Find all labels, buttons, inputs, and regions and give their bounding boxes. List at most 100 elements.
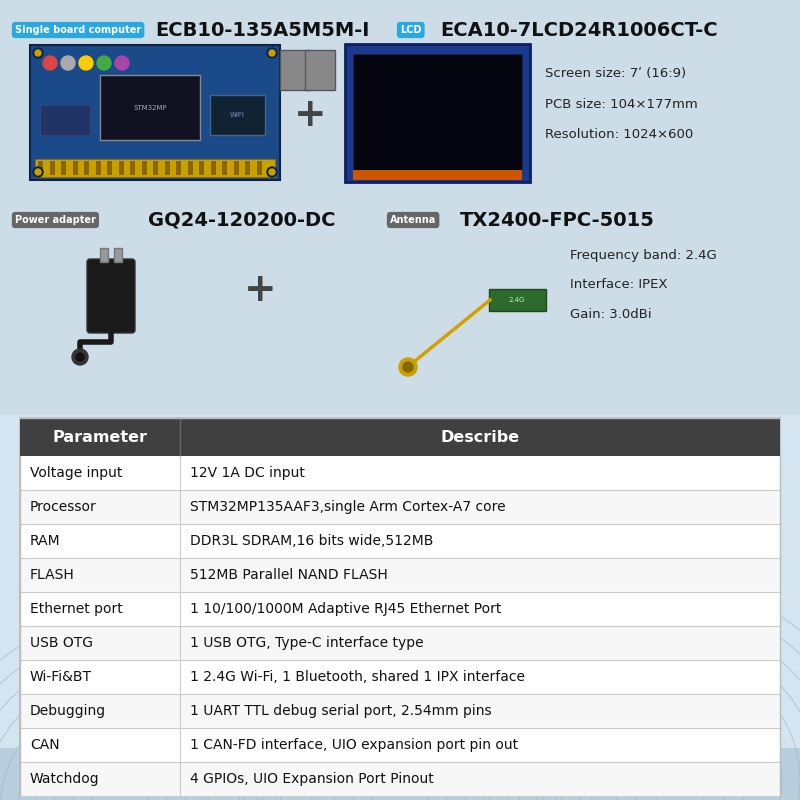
FancyBboxPatch shape xyxy=(20,626,780,660)
Text: Frequency band: 2.4G: Frequency band: 2.4G xyxy=(570,249,717,262)
Text: CAN: CAN xyxy=(30,738,60,752)
Circle shape xyxy=(267,167,277,177)
FancyBboxPatch shape xyxy=(20,694,780,728)
FancyBboxPatch shape xyxy=(20,524,780,558)
Text: 1 USB OTG, Type-C interface type: 1 USB OTG, Type-C interface type xyxy=(190,636,424,650)
Text: LCD: LCD xyxy=(400,25,422,35)
FancyBboxPatch shape xyxy=(20,418,780,796)
Text: USB OTG: USB OTG xyxy=(30,636,93,650)
FancyBboxPatch shape xyxy=(61,161,66,175)
FancyBboxPatch shape xyxy=(210,95,265,135)
Text: Single board computer: Single board computer xyxy=(15,25,142,35)
Text: 1 10/100/1000M Adaptive RJ45 Ethernet Port: 1 10/100/1000M Adaptive RJ45 Ethernet Po… xyxy=(190,602,502,616)
FancyBboxPatch shape xyxy=(38,161,43,175)
FancyBboxPatch shape xyxy=(305,50,335,90)
Text: STM32MP135AAF3,single Arm Cortex-A7 core: STM32MP135AAF3,single Arm Cortex-A7 core xyxy=(190,500,506,514)
FancyBboxPatch shape xyxy=(114,248,122,262)
Circle shape xyxy=(43,56,57,70)
Text: RAM: RAM xyxy=(30,534,61,548)
FancyBboxPatch shape xyxy=(199,161,204,175)
FancyBboxPatch shape xyxy=(107,161,112,175)
Text: 2.4G: 2.4G xyxy=(509,297,525,303)
FancyBboxPatch shape xyxy=(73,161,78,175)
FancyBboxPatch shape xyxy=(20,592,780,626)
FancyBboxPatch shape xyxy=(130,161,135,175)
Text: Screen size: 7ʹ (16:9): Screen size: 7ʹ (16:9) xyxy=(545,67,686,81)
Text: 1 UART TTL debug serial port, 2.54mm pins: 1 UART TTL debug serial port, 2.54mm pin… xyxy=(190,704,492,718)
Text: GQ24-120200-DC: GQ24-120200-DC xyxy=(148,210,335,230)
Text: Watchdog: Watchdog xyxy=(30,772,100,786)
Circle shape xyxy=(33,48,43,58)
Circle shape xyxy=(97,56,111,70)
FancyBboxPatch shape xyxy=(353,54,522,170)
Circle shape xyxy=(269,50,275,56)
Circle shape xyxy=(35,50,41,56)
Text: 1 2.4G Wi-Fi, 1 Bluetooth, shared 1 IPX interface: 1 2.4G Wi-Fi, 1 Bluetooth, shared 1 IPX … xyxy=(190,670,525,684)
FancyBboxPatch shape xyxy=(35,159,275,177)
FancyBboxPatch shape xyxy=(20,418,780,456)
FancyBboxPatch shape xyxy=(118,161,123,175)
Text: Ethernet port: Ethernet port xyxy=(30,602,122,616)
Circle shape xyxy=(79,56,93,70)
Text: PCB size: 104×177mm: PCB size: 104×177mm xyxy=(545,98,698,110)
FancyBboxPatch shape xyxy=(50,161,54,175)
Text: TX2400-FPC-5015: TX2400-FPC-5015 xyxy=(460,210,655,230)
FancyBboxPatch shape xyxy=(30,45,280,180)
Circle shape xyxy=(403,362,413,372)
Text: Antenna: Antenna xyxy=(390,215,436,225)
FancyBboxPatch shape xyxy=(489,289,546,311)
FancyBboxPatch shape xyxy=(176,161,181,175)
Text: +: + xyxy=(244,271,276,309)
FancyBboxPatch shape xyxy=(95,161,101,175)
FancyBboxPatch shape xyxy=(87,259,135,333)
FancyBboxPatch shape xyxy=(234,161,238,175)
Text: Gain: 3.0dBi: Gain: 3.0dBi xyxy=(570,309,652,322)
Circle shape xyxy=(35,169,41,175)
Text: Voltage input: Voltage input xyxy=(30,466,122,480)
Text: Wi-Fi&BT: Wi-Fi&BT xyxy=(30,670,92,684)
FancyBboxPatch shape xyxy=(20,490,780,524)
Text: Describe: Describe xyxy=(441,430,519,445)
Circle shape xyxy=(72,349,88,365)
Text: +: + xyxy=(294,96,326,134)
Circle shape xyxy=(61,56,75,70)
FancyBboxPatch shape xyxy=(0,0,800,415)
Text: 512MB Parallel NAND FLASH: 512MB Parallel NAND FLASH xyxy=(190,568,388,582)
Text: FLASH: FLASH xyxy=(30,568,74,582)
Circle shape xyxy=(33,167,43,177)
Circle shape xyxy=(267,48,277,58)
FancyBboxPatch shape xyxy=(187,161,193,175)
Text: STM32MP: STM32MP xyxy=(133,105,167,111)
FancyBboxPatch shape xyxy=(20,762,780,796)
Text: 12V 1A DC input: 12V 1A DC input xyxy=(190,466,305,480)
Text: WIFI: WIFI xyxy=(230,112,245,118)
Text: DDR3L SDRAM,16 bits wide,512MB: DDR3L SDRAM,16 bits wide,512MB xyxy=(190,534,434,548)
Circle shape xyxy=(269,169,275,175)
Text: Resolution: 1024×600: Resolution: 1024×600 xyxy=(545,127,694,141)
FancyBboxPatch shape xyxy=(100,75,200,140)
FancyBboxPatch shape xyxy=(142,161,146,175)
Text: 1 CAN-FD interface, UIO expansion port pin out: 1 CAN-FD interface, UIO expansion port p… xyxy=(190,738,518,752)
FancyBboxPatch shape xyxy=(0,748,800,800)
FancyBboxPatch shape xyxy=(353,170,522,180)
FancyBboxPatch shape xyxy=(345,44,530,182)
Text: Power adapter: Power adapter xyxy=(15,215,96,225)
Text: Processor: Processor xyxy=(30,500,97,514)
FancyBboxPatch shape xyxy=(280,50,310,90)
Circle shape xyxy=(399,358,417,376)
FancyBboxPatch shape xyxy=(257,161,262,175)
FancyBboxPatch shape xyxy=(222,161,227,175)
FancyBboxPatch shape xyxy=(20,558,780,592)
FancyBboxPatch shape xyxy=(245,161,250,175)
Text: Interface: IPEX: Interface: IPEX xyxy=(570,278,667,291)
Text: ECA10-7LCD24R1006CT-C: ECA10-7LCD24R1006CT-C xyxy=(440,21,718,39)
Text: ECB10-135A5M5M-I: ECB10-135A5M5M-I xyxy=(155,21,370,39)
Circle shape xyxy=(76,353,84,361)
Text: Debugging: Debugging xyxy=(30,704,106,718)
FancyBboxPatch shape xyxy=(40,105,90,135)
FancyBboxPatch shape xyxy=(165,161,170,175)
Text: Parameter: Parameter xyxy=(53,430,147,445)
Text: 4 GPIOs, UIO Expansion Port Pinout: 4 GPIOs, UIO Expansion Port Pinout xyxy=(190,772,434,786)
FancyBboxPatch shape xyxy=(20,456,780,490)
FancyBboxPatch shape xyxy=(210,161,215,175)
